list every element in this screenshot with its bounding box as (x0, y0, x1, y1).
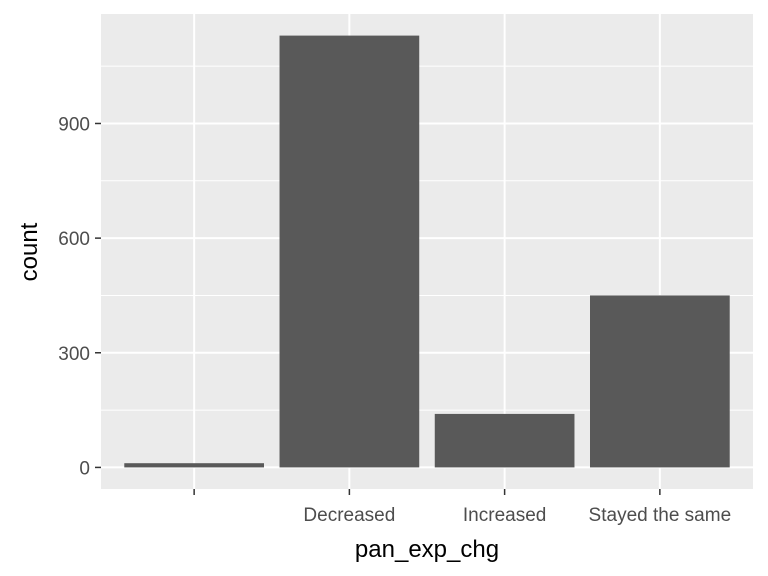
bar (590, 295, 730, 468)
y-axis-title: count (16, 222, 43, 281)
y-tick-label: 900 (58, 114, 90, 135)
bar (434, 413, 575, 468)
x-tick-label: Stayed the same (589, 505, 732, 526)
y-tick-label: 600 (58, 229, 90, 250)
x-axis-title: pan_exp_chg (355, 536, 499, 563)
x-tick-label: Decreased (303, 505, 395, 526)
y-tick-label: 0 (79, 458, 90, 479)
bars (124, 35, 730, 468)
bar (279, 35, 420, 468)
y-tick-label: 300 (58, 344, 90, 365)
bar (124, 463, 265, 468)
y-axis: 0 300 600 900 (58, 114, 101, 479)
x-tick-label: Increased (463, 505, 546, 526)
x-axis: Decreased Increased Stayed the same (193, 489, 732, 526)
